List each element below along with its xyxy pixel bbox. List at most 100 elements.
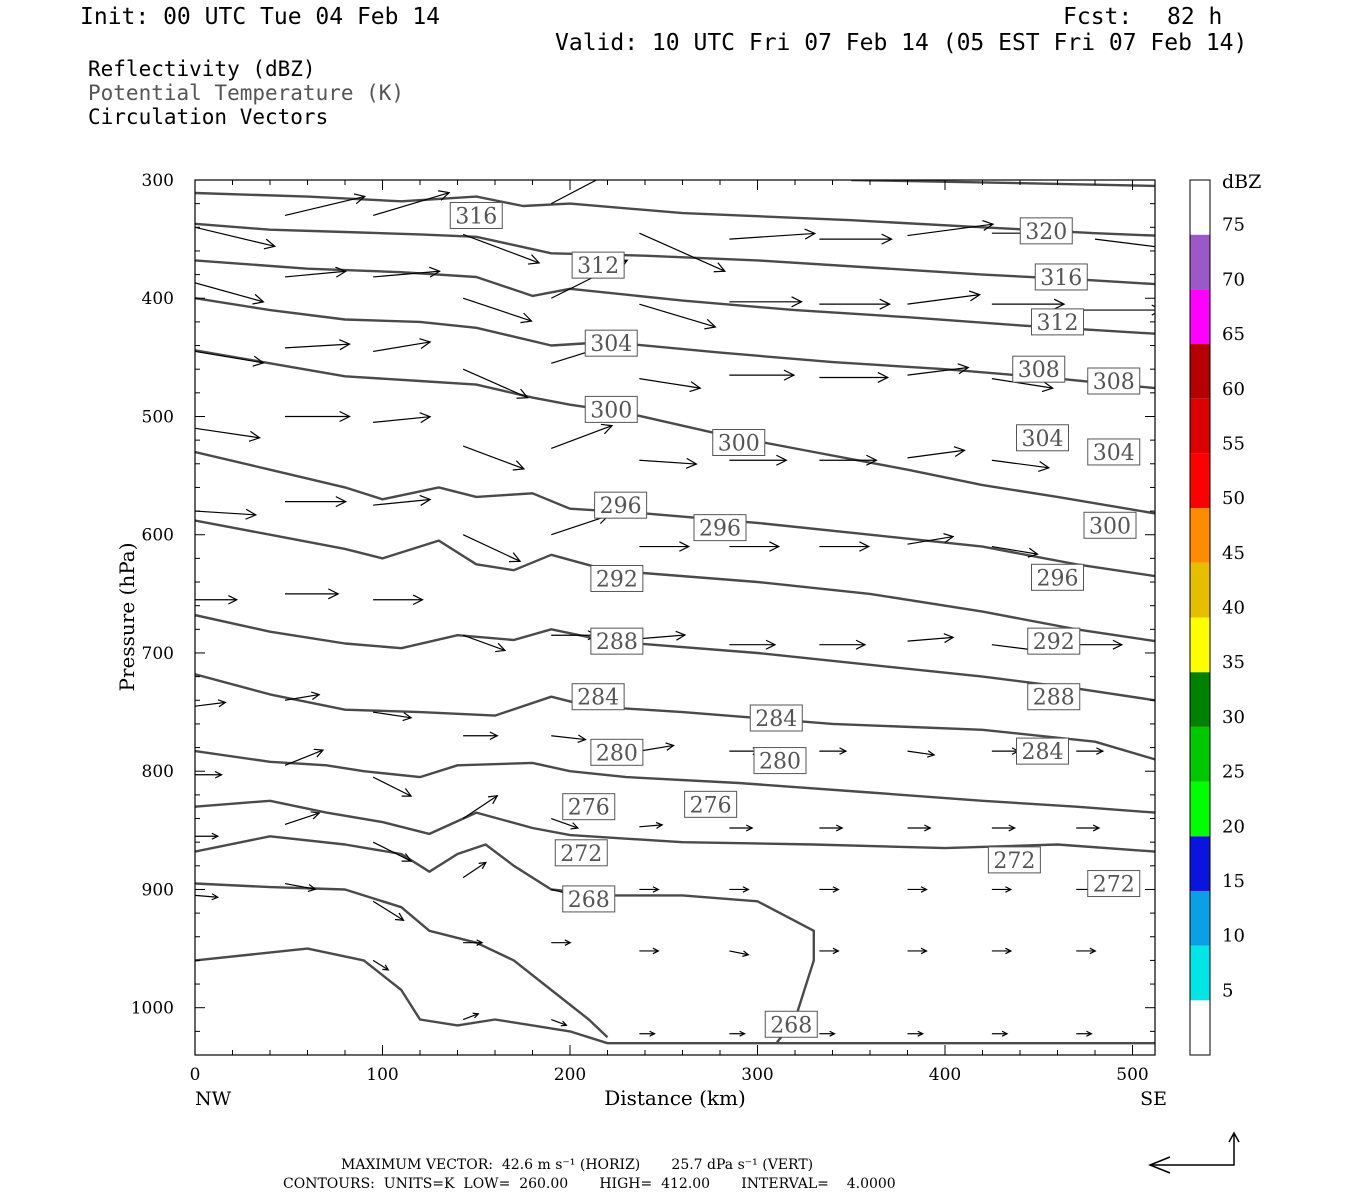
colorbar-label: 65 (1222, 324, 1245, 345)
vector-arrow (991, 298, 1066, 310)
vector-arrow (550, 180, 598, 205)
svg-text:276: 276 (568, 796, 610, 821)
vector-arrow (372, 959, 390, 971)
contour-288 (195, 613, 1155, 702)
vector-arrow (195, 893, 220, 901)
vector-arrow (819, 541, 871, 552)
contour-label: 312 (1031, 308, 1084, 336)
vector-arrow (819, 1030, 836, 1037)
vector-arrow (639, 1030, 656, 1037)
vector-arrow (907, 219, 995, 237)
colorbar-bin (1190, 234, 1210, 290)
svg-text:304: 304 (1093, 441, 1135, 466)
vector-arrow (729, 886, 750, 893)
svg-text:300: 300 (590, 398, 632, 423)
y-tick-label: 600 (142, 526, 174, 546)
forecast-hour: 82 h (1167, 4, 1223, 30)
y-tick-label: 500 (142, 407, 174, 427)
vector-arrow (285, 410, 351, 423)
vector-arrow (639, 457, 698, 469)
svg-text:284: 284 (1022, 740, 1064, 765)
contour-label: 284 (571, 683, 625, 711)
vector-arrow (1076, 639, 1124, 650)
vector-arrow (373, 711, 413, 722)
colorbar-bin (1190, 890, 1210, 946)
vector-arrow (907, 533, 955, 545)
vector-arrow (462, 634, 507, 653)
contour-label: 284 (749, 704, 803, 732)
x-tick-label: 300 (741, 1065, 773, 1085)
colorbar-bin (1190, 398, 1210, 454)
vector-arrow (195, 770, 223, 779)
vector-arrow (1076, 824, 1101, 832)
vector-arrow (991, 824, 1017, 832)
vector-arrow (462, 445, 526, 471)
vector-arrow (639, 378, 702, 393)
contour-label: 284 (1016, 737, 1069, 765)
vector-arrow (729, 541, 781, 552)
contour-label: 296 (693, 514, 747, 542)
svg-text:288: 288 (1033, 686, 1075, 711)
vector-arrow (907, 290, 982, 305)
contour-264 (195, 947, 1155, 1045)
vector-arrow (907, 886, 928, 893)
vector-arrow (195, 427, 261, 442)
x-tick-label: 500 (1116, 1065, 1148, 1085)
svg-text:284: 284 (577, 686, 619, 711)
vector-arrow (1076, 947, 1097, 955)
vector-arrow (639, 742, 675, 752)
vector-arrow (373, 338, 432, 353)
field-circulation-vectors: Circulation Vectors (88, 105, 329, 129)
forecast-label: Fcst: (1063, 4, 1133, 30)
contour-320 (851, 180, 1155, 188)
max-vector-info: MAXIMUM VECTOR: 42.6 m s⁻¹ (HORIZ) 25.7 … (341, 1157, 814, 1173)
vector-arrow (462, 861, 488, 879)
contour-label: 272 (987, 846, 1041, 874)
svg-text:304: 304 (590, 332, 632, 357)
vector-arrow (462, 1012, 480, 1021)
colorbar-label: 55 (1222, 433, 1245, 454)
vector-arrow (819, 824, 844, 832)
y-tick-label: 300 (142, 171, 174, 191)
contour-label: 280 (590, 738, 644, 766)
contour-label: 316 (449, 201, 503, 229)
colorbar-bin (1190, 617, 1210, 673)
svg-text:316: 316 (1040, 266, 1082, 291)
vector-arrow (907, 1030, 925, 1037)
vector-arrow (284, 266, 348, 278)
x-tick-label: 100 (366, 1065, 398, 1085)
vector-arrow (991, 747, 1020, 755)
colorbar-label: 20 (1222, 816, 1245, 837)
contour-label: 304 (1087, 438, 1141, 466)
x-end-label-nw: NW (195, 1088, 232, 1110)
contour-276 (195, 799, 1155, 853)
vector-arrow (729, 639, 777, 650)
svg-text:280: 280 (596, 741, 638, 766)
vector-arrow (372, 190, 451, 217)
contour-label: 300 (1083, 511, 1137, 539)
vector-arrow (284, 339, 351, 351)
contour-label: 272 (1087, 870, 1141, 898)
colorbar-bin (1190, 289, 1210, 345)
vector-arrow (284, 691, 321, 701)
vector-arrow (373, 266, 441, 278)
colorbar-label: 5 (1222, 980, 1233, 1001)
vector-arrow (462, 794, 499, 820)
vector-arrow (729, 296, 803, 308)
vector-arrow (991, 947, 1013, 955)
vector-arrow (907, 633, 955, 644)
colorbar-bin (1190, 453, 1210, 509)
vector-arrow (462, 534, 522, 563)
colorbar-label: 50 (1222, 488, 1245, 509)
x-tick-label: 400 (929, 1065, 961, 1085)
vector-arrow (639, 303, 717, 330)
vector-arrow (991, 459, 1051, 473)
vector-arrow (1076, 1030, 1093, 1037)
vector-arrow (551, 423, 614, 449)
colorbar-label: 35 (1222, 652, 1245, 673)
vector-arrow (1076, 304, 1155, 316)
contour-268 (195, 882, 609, 1039)
vector-arrow (284, 882, 317, 892)
vector-arrow (284, 748, 325, 766)
